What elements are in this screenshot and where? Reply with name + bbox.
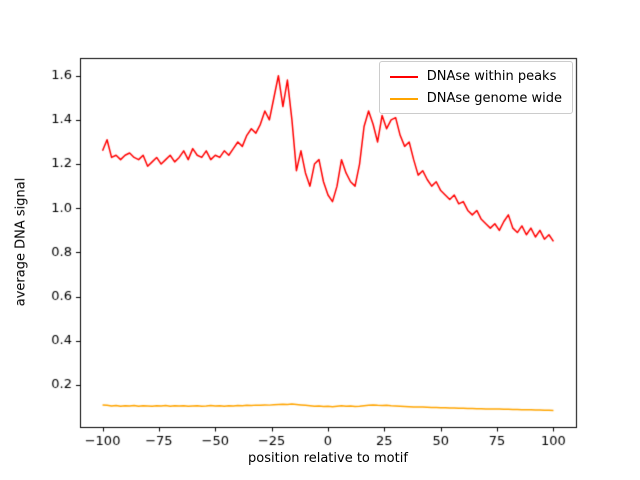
- legend-label: DNAse genome wide: [426, 91, 562, 106]
- legend-line-red: [389, 75, 418, 78]
- y-axis-label: average DNA signal: [13, 177, 29, 307]
- legend-line-orange: [389, 97, 418, 100]
- legend-item: DNAse genome wide: [389, 91, 562, 106]
- x-axis-label: position relative to motif: [248, 451, 408, 466]
- legend: DNAse within peaks DNAse genome wide: [378, 61, 573, 114]
- legend-label: DNAse within peaks: [426, 69, 557, 84]
- legend-item: DNAse within peaks: [389, 69, 562, 84]
